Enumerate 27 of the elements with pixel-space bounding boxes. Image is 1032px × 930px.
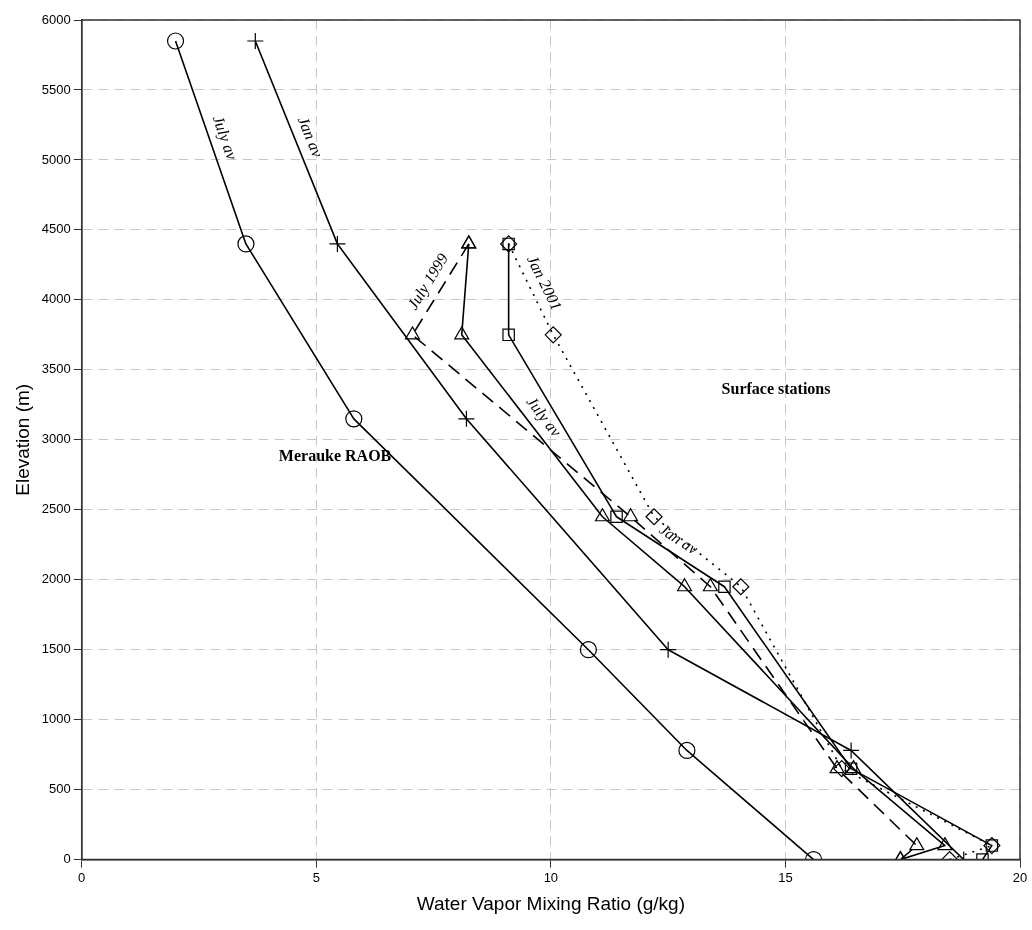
x-tick-label: 10	[543, 869, 559, 885]
y-tick-label: 1000	[41, 711, 71, 727]
y-tick-label: 2500	[41, 501, 71, 517]
y-tick-label: 4500	[41, 221, 71, 237]
x-tick-label: 20	[1012, 869, 1028, 885]
y-tick-label: 500	[49, 781, 71, 797]
y-tick-label: 3000	[41, 431, 71, 447]
text: July av	[522, 393, 566, 442]
x-axis-title: Water Vapor Mixing Ratio (g/kg)	[416, 892, 685, 914]
annotation: Surface stations	[721, 379, 831, 397]
y-tick-label: 5000	[41, 151, 71, 167]
y-tick-label: 6000	[41, 11, 71, 27]
x-tick-label: 5	[312, 869, 320, 885]
y-tick-label: 5500	[41, 81, 71, 97]
x-tick-label: 0	[78, 869, 86, 885]
annotation: Merauke RAOB	[278, 446, 392, 464]
text: Jan 2001	[524, 252, 566, 313]
text: July av	[208, 113, 241, 163]
y-tick-label: 1500	[41, 641, 71, 657]
text: Jan av	[294, 113, 327, 161]
y-tick-label: 3500	[41, 361, 71, 377]
y-tick-label: 0	[63, 851, 71, 867]
y-tick-label: 2000	[41, 571, 71, 587]
y-tick-label: 4000	[41, 291, 71, 307]
y-axis-title: Elevation (m)	[11, 383, 33, 496]
text: Jan av	[656, 520, 702, 558]
x-tick-label: 15	[778, 869, 793, 885]
